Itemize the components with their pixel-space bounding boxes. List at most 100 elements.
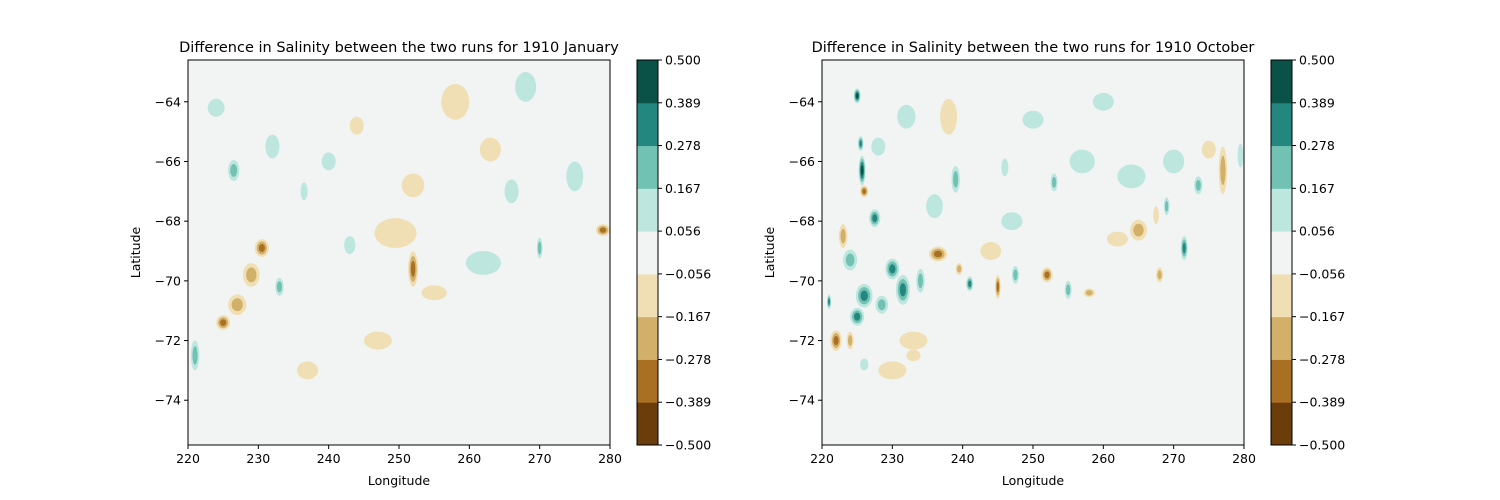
contour-mark: [410, 260, 416, 277]
x-tick-label: 250: [1021, 451, 1045, 466]
contour-mark: [859, 140, 862, 147]
contour-mark: [220, 319, 227, 326]
contour-mark: [968, 280, 972, 288]
contour-mark: [1157, 270, 1162, 280]
contour-mark: [917, 273, 924, 289]
x-axis-label: Longitude: [1002, 473, 1064, 488]
colorbar-frame: [636, 59, 659, 446]
x-tick-label: 240: [951, 451, 975, 466]
contour-mark: [860, 165, 864, 176]
colorbar-tick-label: 0.500: [665, 53, 701, 68]
colorbar: −0.500 −0.389 −0.278 −0.167 −0.056 0.056 0.167…: [1270, 53, 1345, 453]
contour-mark: [1085, 290, 1093, 296]
contour-mark: [860, 290, 868, 302]
colorbar-tick-label: 0.056: [1299, 224, 1335, 239]
x-tick-label: 270: [1162, 451, 1186, 466]
contour-mark: [996, 281, 1000, 293]
contour-mark: [1153, 206, 1159, 225]
contour-mark: [845, 253, 855, 267]
colorbar-segment: [637, 359, 658, 403]
contour-mark: [840, 228, 846, 244]
y-tick-label: −74: [155, 393, 181, 408]
contour-mark: [421, 285, 447, 301]
contour-mark: [321, 152, 336, 171]
y-tick-label: −66: [789, 154, 815, 169]
y-tick-label: −64: [789, 94, 815, 109]
contour-mark: [566, 161, 584, 192]
y-axis-label: Latitude: [128, 226, 143, 278]
contour-mark: [297, 361, 319, 380]
contour-mark: [933, 250, 943, 258]
colorbar-tick-label: −0.278: [1299, 352, 1345, 367]
contour-mark: [1001, 212, 1023, 231]
contour-mark: [192, 346, 198, 365]
x-tick-label: 230: [246, 451, 270, 466]
contour-mark: [246, 267, 257, 283]
contour-mark: [230, 163, 238, 177]
colorbar-tick-label: 0.389: [1299, 95, 1335, 110]
contour-mark: [1051, 176, 1057, 188]
y-tick-label: −70: [155, 273, 181, 288]
contour-mark: [956, 265, 962, 273]
contour-mark: [871, 137, 886, 156]
colorbar-segment: [637, 231, 658, 275]
contour-mark: [1092, 92, 1114, 111]
colorbar-segment: [637, 316, 658, 360]
colorbar-segment: [637, 102, 658, 147]
contour-mark: [862, 188, 867, 194]
colorbar-segment: [637, 188, 658, 232]
y-axis-label: Latitude: [762, 226, 777, 278]
contour-mark: [1117, 164, 1146, 189]
contour-mark: [1066, 284, 1071, 296]
contour-mark: [906, 349, 921, 362]
colorbar-segment: [1271, 273, 1292, 318]
colorbar-tick-label: 0.500: [1299, 53, 1335, 68]
colorbar-tick-label: −0.500: [1299, 438, 1345, 453]
colorbar-tick-label: 0.278: [1299, 138, 1335, 153]
x-tick-label: 230: [880, 451, 904, 466]
contour-mark: [207, 98, 225, 117]
contour-mark: [300, 182, 308, 201]
colorbar-segment: [1271, 145, 1292, 189]
plot-background: [188, 60, 610, 445]
colorbar-segment: [1271, 316, 1292, 360]
contour-mark: [859, 358, 869, 371]
contour-mark: [374, 218, 417, 249]
contour-mark: [363, 331, 392, 350]
contour-mark: [1237, 143, 1244, 168]
colorbar-tick-label: −0.389: [1299, 395, 1345, 410]
colorbar-tick-label: 0.389: [665, 95, 701, 110]
contour-mark: [276, 281, 283, 293]
x-tick-label: 250: [387, 451, 411, 466]
contour-mark: [1163, 149, 1185, 174]
colorbar-tick-label: −0.500: [665, 438, 711, 453]
contour-mark: [855, 93, 859, 99]
contour-mark: [1013, 269, 1018, 281]
x-tick-label: 280: [1232, 451, 1256, 466]
contour-mark: [599, 227, 607, 233]
colorbar-segment: [1271, 402, 1292, 446]
x-axis-label: Longitude: [368, 473, 430, 488]
colorbar-tick-label: 0.278: [665, 138, 701, 153]
colorbar-segment: [637, 60, 658, 104]
contour-mark: [504, 179, 519, 204]
y-tick-label: −68: [155, 214, 181, 229]
y-tick-label: −72: [789, 333, 815, 348]
x-tick-label: 220: [176, 451, 200, 466]
colorbar-segment: [1271, 188, 1292, 232]
colorbar-segment: [637, 402, 658, 446]
y-tick-label: −64: [155, 94, 181, 109]
contour-mark: [1133, 223, 1144, 237]
contour-mark: [926, 194, 943, 219]
contour-features: [190, 71, 610, 380]
contour-features: [826, 88, 1244, 380]
contour-mark: [1022, 110, 1044, 129]
contour-mark: [1001, 158, 1009, 177]
contour-mark: [401, 173, 425, 198]
contour-mark: [1195, 179, 1201, 191]
colorbar-tick-label: 0.056: [665, 224, 701, 239]
contour-mark: [1220, 155, 1226, 186]
contour-mark: [258, 244, 265, 253]
colorbar-frame: [1270, 59, 1293, 446]
